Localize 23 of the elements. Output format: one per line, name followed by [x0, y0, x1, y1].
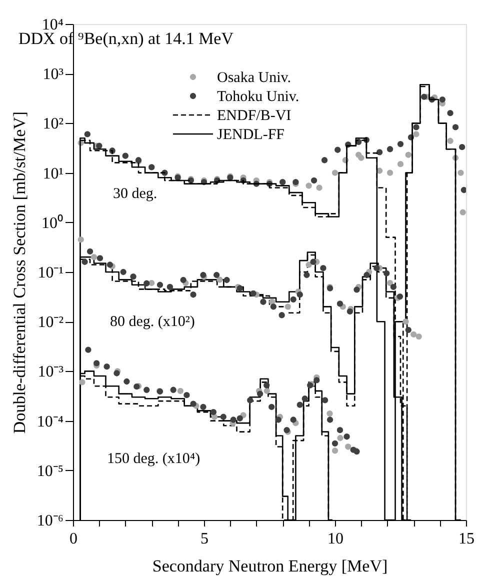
x-axis-title: Secondary Neutron Energy [MeV]: [152, 556, 388, 576]
y-tick-label: 10⁻³: [38, 364, 64, 381]
y-tick-label: 10³: [42, 66, 64, 84]
legend-label: Tohoku Univ.: [217, 89, 300, 105]
y-tick-label: 10⁻¹: [38, 264, 64, 282]
y-tick-label: 10¹: [42, 165, 64, 182]
annotation: 150 deg. (x10⁴): [107, 451, 200, 467]
y-tick-label: 10⁻⁶: [36, 512, 64, 530]
y-tick-label: 10⁻⁵: [36, 462, 64, 480]
annotation: 80 deg. (x10²): [110, 314, 195, 330]
y-tick-label: 10²: [42, 116, 64, 133]
x-tick-label: 5: [200, 530, 208, 548]
y-tick-label: 10⁻²: [38, 314, 64, 332]
legend-label: Osaka Univ.: [217, 70, 292, 86]
y-axis-title: Double-differential Cross Section [mb/st/MeV]: [10, 111, 29, 434]
y-tick-label: 10⁻⁴: [36, 413, 64, 430]
y-tick-label: 10⁰: [42, 214, 64, 232]
legend-label: JENDL-FF: [217, 127, 285, 143]
x-tick-label: 10: [328, 530, 344, 548]
x-tick-label: 15: [458, 530, 474, 548]
legend-label: ENDF/B-VI: [217, 108, 292, 124]
x-tick-label: 0: [70, 530, 78, 548]
annotation: 30 deg.: [113, 186, 158, 202]
